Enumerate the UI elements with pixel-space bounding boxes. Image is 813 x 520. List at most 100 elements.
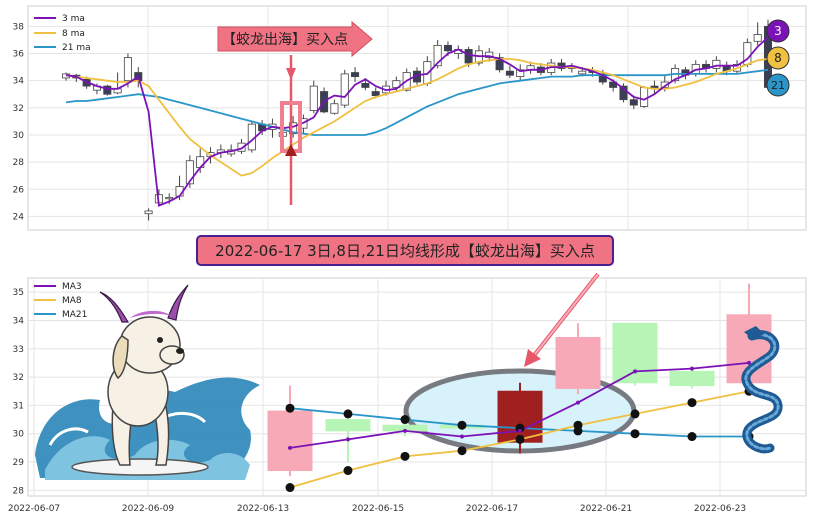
top-legend: 3 ma 8 ma 21 ma <box>34 14 91 53</box>
bottom-ma8-dot-2 <box>400 451 410 461</box>
bottom-ytick-28: 28 <box>13 486 25 496</box>
top-line-ma8 <box>65 58 769 177</box>
bottom-ma21-dot-2 <box>400 415 410 425</box>
bottom-xtick-2022-06-17: 2022-06-17 <box>466 504 518 514</box>
top-candle-17 <box>237 142 246 152</box>
bottom-legend-ma21: MA21 <box>62 310 87 320</box>
buy-point-label: 【蛟龙出海】买入点 <box>222 32 348 48</box>
bottom-ma3-dot-7 <box>690 366 694 371</box>
bottom-ma3-dot-6 <box>633 369 637 374</box>
top-candle-36 <box>433 44 442 67</box>
bottom-xtick-2022-06-13: 2022-06-13 <box>237 504 289 514</box>
top-candle-29 <box>361 82 370 88</box>
bottom-xtick-2022-06-21: 2022-06-21 <box>580 504 632 514</box>
top-ytick-28: 28 <box>13 158 25 168</box>
bottom-ytick-32: 32 <box>13 373 24 383</box>
bottom-ma21-dot-4 <box>515 423 525 433</box>
banner-pointer-arrow <box>524 272 600 367</box>
top-candle-24 <box>309 85 318 111</box>
bottom-legend-ma8: MA8 <box>62 296 82 306</box>
top-candle-10 <box>165 197 174 200</box>
bottom-ma21-dot-3 <box>457 420 467 430</box>
bottom-ma8-dot-1 <box>343 466 353 476</box>
bottom-ma21-dot-5 <box>573 426 583 436</box>
bottom-ytick-29: 29 <box>13 458 25 468</box>
badge-3-label: 3 <box>774 24 782 38</box>
bottom-ma8-dot-6 <box>630 409 640 419</box>
bottom-xtick-2022-06-23: 2022-06-23 <box>694 504 746 514</box>
bottom-ma21-dot-0 <box>285 403 295 413</box>
top-ma-lines <box>65 36 769 207</box>
top-legend-3ma: 3 ma <box>62 14 85 24</box>
bottom-ytick-34: 34 <box>13 316 25 326</box>
top-ytick-26: 26 <box>13 185 25 195</box>
top-candle-12 <box>185 160 194 185</box>
top-ytick-24: 24 <box>13 212 25 222</box>
bottom-ytick-31: 31 <box>13 401 24 411</box>
bottom-xtick-2022-06-09: 2022-06-09 <box>122 504 175 514</box>
bottom-xtick-2022-06-07: 2022-06-07 <box>8 504 60 514</box>
top-candle-63 <box>712 59 721 69</box>
bottom-ma3-dot-8 <box>747 360 751 365</box>
bottom-ma8-dot-4 <box>515 434 525 444</box>
bottom-candle-2022-06-13 <box>267 410 313 472</box>
bottom-candle-2022-06-17 <box>497 390 543 443</box>
top-candle-28 <box>351 72 360 77</box>
top-candle-43 <box>505 70 514 76</box>
bottom-ma3-dot-0 <box>288 445 292 450</box>
top-candle-42 <box>495 57 504 71</box>
top-candle-37 <box>443 44 452 52</box>
top-candle-32 <box>392 80 401 88</box>
bottom-ma8-dot-3 <box>457 446 467 456</box>
surfing-dog-illustration <box>35 284 260 480</box>
badge-8-label: 8 <box>774 51 782 65</box>
top-candle-30 <box>371 91 380 97</box>
bottom-x-axis: 2022-06-07 2022-06-09 2022-06-13 2022-06-15… <box>8 504 746 514</box>
top-ytick-38: 38 <box>13 22 25 32</box>
buy-point-arrow-label: 【蛟龙出海】买入点 <box>217 20 373 58</box>
bottom-ma8-dot-7 <box>687 398 697 408</box>
top-candle-44 <box>516 69 525 77</box>
top-candle-27 <box>340 73 349 106</box>
bottom-ma21-dot-1 <box>343 409 353 419</box>
bottom-ma3-dot-5 <box>576 400 580 405</box>
bottom-ytick-35: 35 <box>13 288 24 298</box>
badge-21 <box>766 73 790 97</box>
signal-down-arrowhead <box>286 68 296 80</box>
top-line-ma3 <box>65 36 769 207</box>
signal-up-triangle <box>285 144 297 156</box>
badge-8 <box>766 46 790 70</box>
bottom-ytick-33: 33 <box>13 345 24 355</box>
top-legend-21ma: 21 ma <box>62 43 91 53</box>
top-ytick-36: 36 <box>13 50 25 60</box>
signal-banner: 2022-06-17 3日,8日,21日均线形成【蛟龙出海】买入点 <box>196 235 614 266</box>
bottom-legend: MA3 MA8 MA21 <box>34 282 87 320</box>
top-candle-54 <box>619 85 628 101</box>
dragon-illustration <box>741 326 783 454</box>
top-line-ma21 <box>65 68 769 136</box>
bottom-candle-2022-06-22 <box>669 370 715 387</box>
top-candle-53 <box>609 81 618 88</box>
signal-marker <box>280 55 302 205</box>
bottom-ma8-dot-0 <box>285 483 295 493</box>
signal-banner-text: 2022-06-17 3日,8日,21日均线形成【蛟龙出海】买入点 <box>215 242 595 260</box>
top-ytick-30: 30 <box>13 131 25 141</box>
top-ytick-32: 32 <box>13 104 24 114</box>
bottom-candle-2022-06-14 <box>325 419 371 432</box>
top-candle-41 <box>485 51 494 58</box>
bottom-ytick-30: 30 <box>13 430 25 440</box>
bottom-candles <box>267 283 772 477</box>
top-legend-8ma: 8 ma <box>62 29 85 39</box>
top-candle-50 <box>578 70 587 75</box>
bottom-xtick-2022-06-15: 2022-06-15 <box>352 504 404 514</box>
bottom-ma-lines <box>285 360 754 493</box>
top-ytick-34: 34 <box>13 77 25 87</box>
bottom-ma3-dot-4 <box>518 428 522 433</box>
bottom-ma3-dot-2 <box>403 428 407 433</box>
bottom-ma3-dot-1 <box>346 437 350 442</box>
bottom-candle-2022-06-20 <box>555 336 601 389</box>
top-candle-6 <box>123 57 132 82</box>
bottom-y-axis: 28 29 30 31 32 33 34 35 <box>13 288 25 496</box>
bottom-ma21-dot-6 <box>630 429 640 439</box>
